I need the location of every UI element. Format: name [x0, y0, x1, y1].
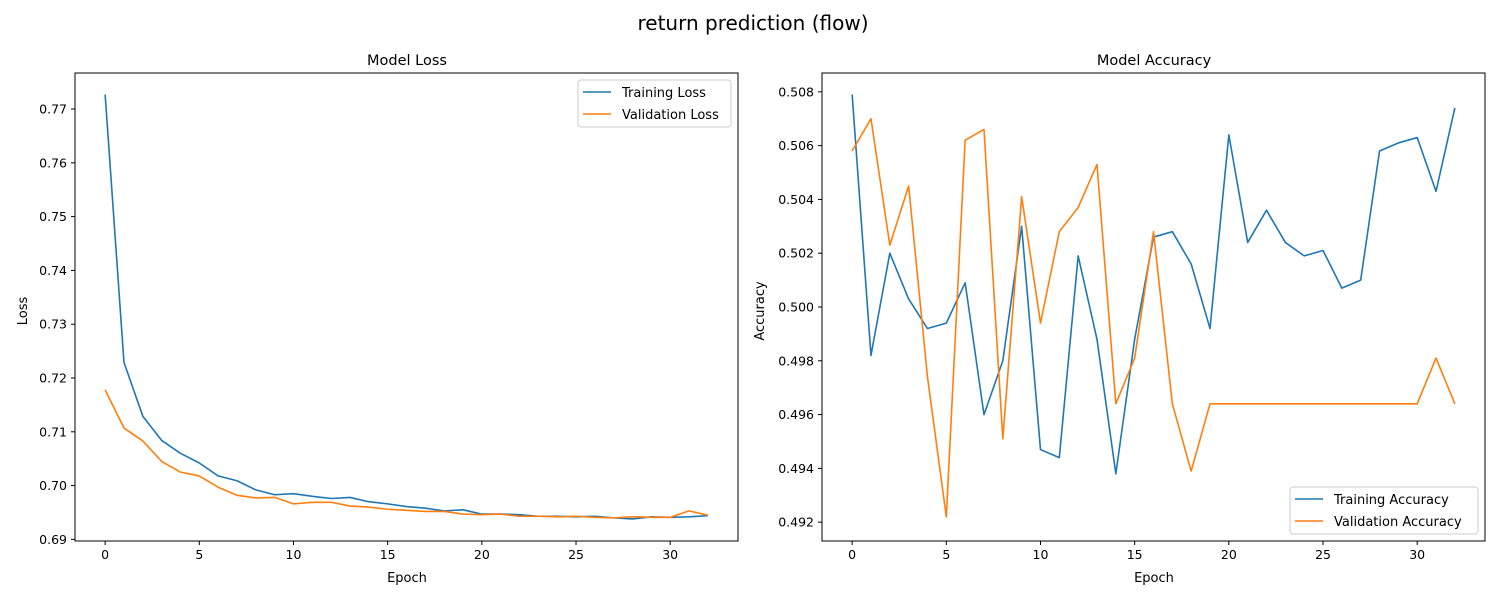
- accuracy-legend-label-training: Training Accuracy: [1333, 493, 1449, 508]
- accuracy-x-tick-label: 0: [848, 547, 856, 562]
- loss-series-training-line: [104, 94, 708, 520]
- accuracy-x-tick-label: 30: [1409, 547, 1425, 562]
- loss-x-tick-label: 25: [568, 547, 584, 562]
- accuracy-y-tick-label: 0.508: [778, 84, 814, 99]
- loss-y-tick-label: 0.77: [39, 102, 67, 117]
- accuracy-y-tick-label: 0.494: [778, 461, 814, 476]
- accuracy-x-tick-label: 10: [1033, 547, 1049, 562]
- accuracy-y-tick-label: 0.504: [778, 192, 814, 207]
- accuracy-x-tick-label: 25: [1315, 547, 1331, 562]
- loss-x-tick-label: 15: [380, 547, 396, 562]
- loss-series-validation-line: [104, 389, 709, 519]
- loss-chart: Model Loss Epoch Loss 0 5 10 15 20 25 30 0.69 0.…: [16, 53, 739, 586]
- loss-legend-box: [577, 79, 732, 128]
- loss-plot-frame: [74, 72, 739, 542]
- loss-x-tick-label: 10: [286, 547, 302, 562]
- loss-y-tick-label: 0.69: [39, 532, 67, 547]
- loss-y-tick-label: 0.73: [39, 317, 67, 332]
- loss-y-tick-label: 0.72: [39, 371, 67, 386]
- loss-chart-title: Model Loss: [367, 53, 447, 69]
- accuracy-chart: Model Accuracy Epoch Accuracy 0 5 10 15 20 25…: [753, 53, 1486, 586]
- loss-x-tick-label: 5: [195, 547, 203, 562]
- loss-y-tick-label: 0.71: [39, 424, 67, 439]
- accuracy-y-tick-label: 0.500: [778, 300, 814, 315]
- loss-axis-ticks: 0 5 10 15 20 25 30 0.69 0.70 0.71 0.72 0.73 0.74 0.75…: [39, 102, 678, 562]
- accuracy-legend-box: [1289, 486, 1479, 535]
- loss-x-tick-label: 30: [662, 547, 678, 562]
- accuracy-chart-title: Model Accuracy: [1097, 53, 1212, 69]
- accuracy-x-tick-label: 20: [1221, 547, 1237, 562]
- loss-legend-label-training: Training Loss: [621, 86, 706, 101]
- accuracy-legend-label-validation: Validation Accuracy: [1334, 515, 1462, 530]
- figure-title: return prediction (flow): [637, 11, 868, 35]
- accuracy-y-tick-label: 0.492: [778, 515, 814, 530]
- accuracy-y-axis-label: Accuracy: [753, 281, 768, 341]
- accuracy-x-tick-label: 5: [942, 547, 950, 562]
- accuracy-y-tick-label: 0.502: [778, 246, 814, 261]
- accuracy-plot-frame: [821, 72, 1486, 542]
- accuracy-x-axis-label: Epoch: [1134, 571, 1174, 586]
- loss-y-axis-label: Loss: [16, 297, 31, 326]
- accuracy-y-tick-label: 0.496: [778, 407, 814, 422]
- accuracy-series-validation-line: [851, 117, 1456, 518]
- accuracy-legend: Training Accuracy Validation Accuracy: [1289, 486, 1479, 535]
- loss-plot-lines: [104, 94, 709, 520]
- accuracy-series-training-line: [851, 94, 1456, 475]
- loss-y-tick-label: 0.75: [39, 209, 67, 224]
- loss-legend: Training Loss Validation Loss: [577, 79, 732, 128]
- loss-y-tick-label: 0.76: [39, 155, 67, 170]
- accuracy-x-tick-label: 15: [1127, 547, 1143, 562]
- loss-x-axis-label: Epoch: [387, 571, 427, 586]
- loss-x-tick-label: 20: [474, 547, 490, 562]
- accuracy-y-tick-label: 0.506: [778, 138, 814, 153]
- loss-legend-label-validation: Validation Loss: [622, 108, 719, 123]
- accuracy-axis-ticks: 0 5 10 15 20 25 30 0.492 0.494 0.496 0.498 0.500 0.5…: [778, 84, 1425, 562]
- accuracy-plot-lines: [851, 94, 1456, 518]
- accuracy-y-tick-label: 0.498: [778, 353, 814, 368]
- loss-x-tick-label: 0: [101, 547, 109, 562]
- loss-y-tick-label: 0.74: [39, 263, 67, 278]
- loss-y-tick-label: 0.70: [39, 478, 67, 493]
